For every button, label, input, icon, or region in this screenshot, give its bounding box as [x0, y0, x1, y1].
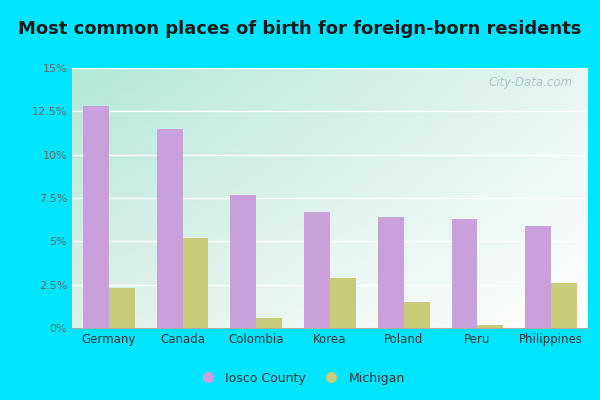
Bar [230, 194, 256, 328]
Bar [182, 238, 208, 328]
Bar [304, 212, 330, 328]
Bar [157, 129, 182, 328]
Text: City-Data.com: City-Data.com [488, 76, 572, 89]
Bar [109, 288, 134, 328]
Text: Most common places of birth for foreign-born residents: Most common places of birth for foreign-… [19, 20, 581, 38]
Bar [378, 217, 404, 328]
Bar [452, 219, 478, 328]
Bar [83, 106, 109, 328]
Bar [551, 283, 577, 328]
Bar [526, 226, 551, 328]
Bar [404, 302, 430, 328]
Bar [330, 278, 356, 328]
Legend: Iosco County, Michigan: Iosco County, Michigan [190, 367, 410, 390]
Bar [478, 326, 503, 328]
Bar [256, 318, 282, 328]
